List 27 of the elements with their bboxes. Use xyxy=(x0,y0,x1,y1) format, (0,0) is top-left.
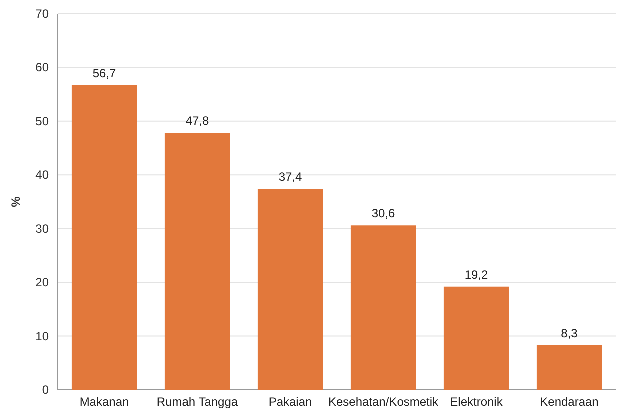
data-label: 8,3 xyxy=(561,326,578,340)
y-tick-label: 0 xyxy=(42,383,50,397)
y-tick-label: 60 xyxy=(36,60,50,75)
x-tick-label: Rumah Tangga xyxy=(156,395,238,409)
y-tick-label: 20 xyxy=(36,276,50,290)
bar xyxy=(350,226,416,390)
y-tick-label: 10 xyxy=(36,329,50,344)
y-tick-label: 70 xyxy=(36,7,50,21)
data-label: 37,4 xyxy=(278,170,302,184)
bar xyxy=(164,133,230,390)
y-tick-label: 50 xyxy=(36,114,50,128)
x-tick-label: Pakaian xyxy=(268,395,312,409)
x-tick-label: Makanan xyxy=(80,395,130,409)
bar xyxy=(258,189,324,390)
data-label: 47,8 xyxy=(186,114,210,128)
data-label: 19,2 xyxy=(464,268,488,282)
data-label: 30,6 xyxy=(372,206,396,221)
bar xyxy=(72,85,138,390)
bar xyxy=(536,345,602,390)
data-label: 56,7 xyxy=(92,66,116,80)
x-tick-label: Kesehatan/Kosmetik xyxy=(328,395,440,409)
y-tick-label: 40 xyxy=(36,168,50,182)
bar xyxy=(444,286,510,390)
x-tick-label: Elektronik xyxy=(450,395,504,409)
y-tick-label: 30 xyxy=(36,222,50,236)
y-axis-title: % xyxy=(9,196,23,208)
x-tick-label: Kendaraan xyxy=(540,395,599,409)
